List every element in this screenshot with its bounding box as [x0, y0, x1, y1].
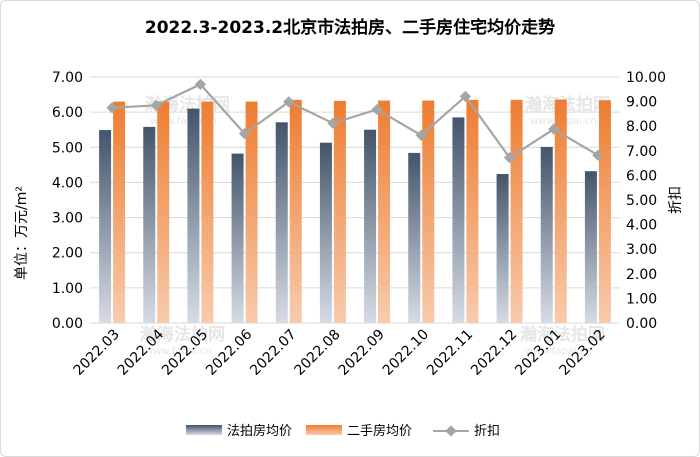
left-tick-label: 0.00 — [52, 316, 83, 332]
left-tick-label: 5.00 — [52, 140, 83, 156]
right-tick-label: 4.00 — [626, 218, 657, 234]
secondhand-price-bar — [333, 100, 346, 323]
watermark-text: 瀚海法拍网 — [524, 94, 610, 115]
left-tick-label: 4.00 — [52, 175, 83, 191]
gridlines — [90, 76, 620, 324]
watermark-text: 瀚海法拍网 — [519, 324, 605, 345]
x-tick-label: 2022.07 — [247, 327, 299, 379]
right-tick-label: 1.00 — [626, 291, 657, 307]
x-tick-label: 2022.10 — [380, 327, 432, 379]
auction-price-bar — [540, 146, 553, 323]
left-tick-label: 1.00 — [52, 281, 83, 297]
legend: 法拍房均价 二手房均价 折扣 — [186, 423, 500, 439]
discount-point — [238, 127, 251, 140]
right-tick-label: 6.00 — [626, 168, 657, 184]
legend-label: 二手房均价 — [347, 423, 412, 439]
left-tick-label: 7.00 — [52, 70, 83, 86]
bars — [99, 99, 611, 324]
auction-price-bar — [187, 108, 200, 323]
secondhand-price-bar — [113, 101, 126, 323]
legend-swatch — [186, 425, 222, 435]
secondhand-price-bar — [378, 100, 391, 323]
secondhand-price-bar — [201, 101, 214, 323]
right-tick-label: 9.00 — [626, 95, 657, 111]
legend-swatch — [306, 425, 342, 435]
discount-line-path — [112, 83, 599, 160]
secondhand-price-bar — [466, 99, 479, 323]
right-tick-label: 5.00 — [626, 193, 657, 209]
left-axis-title: 单位：万元/m² — [14, 186, 30, 280]
x-tick-label: 2022.11 — [424, 327, 476, 379]
legend-label: 折扣 — [474, 424, 500, 439]
right-axis-title: 折扣 — [668, 186, 684, 214]
x-tick-label: 2022.03 — [71, 327, 123, 379]
right-tick-label: 0.00 — [626, 316, 657, 332]
watermark-url: www.fapai.cn — [145, 346, 212, 357]
auction-price-bar — [275, 122, 288, 323]
secondhand-price-bar — [245, 101, 258, 323]
auction-price-bar — [319, 142, 332, 323]
auction-price-bar — [452, 117, 465, 324]
discount-point — [415, 129, 427, 141]
right-tick-label: 8.00 — [626, 119, 657, 135]
left-axis-ticks: 0.00 1.00 2.00 3.00 4.00 5.00 6.00 7.00 — [52, 70, 83, 332]
auction-price-bar — [99, 130, 112, 323]
right-axis-ticks: 0.00 1.00 2.00 3.00 4.00 5.00 6.00 7.00 8.00 9.00… — [626, 70, 666, 332]
watermark-url: www.fapai.cn — [150, 116, 217, 127]
watermark-url: www.fapai.cn — [525, 346, 592, 357]
auction-price-bar — [496, 173, 509, 323]
right-tick-label: 3.00 — [626, 242, 657, 258]
x-tick-label: 2022.09 — [336, 327, 388, 379]
auction-price-bar — [408, 152, 421, 323]
secondhand-price-bar — [510, 99, 523, 323]
auction-price-bar — [231, 153, 244, 323]
chart-title: 2022.3-2023.2北京市法拍房、二手房住宅均价走势 — [145, 17, 555, 38]
right-tick-label: 10.00 — [626, 70, 666, 86]
legend-marker — [445, 425, 457, 437]
auction-price-bar — [143, 126, 156, 323]
right-tick-label: 7.00 — [626, 144, 657, 160]
left-tick-label: 6.00 — [52, 105, 83, 121]
legend-label: 法拍房均价 — [227, 423, 292, 439]
watermark-text: 瀚海法拍网 — [139, 324, 225, 345]
x-tick-label: 2022.08 — [291, 327, 343, 379]
discount-point — [592, 149, 604, 161]
left-tick-label: 3.00 — [52, 211, 83, 227]
discount-point — [503, 152, 516, 164]
secondhand-price-bar — [289, 99, 302, 323]
secondhand-price-bar — [554, 99, 567, 324]
secondhand-price-bar — [157, 101, 170, 323]
auction-price-bar — [364, 129, 377, 323]
x-tick-label: 2022.12 — [468, 327, 520, 379]
right-tick-label: 2.00 — [626, 267, 657, 283]
secondhand-price-bar — [422, 100, 435, 323]
secondhand-price-bar — [598, 100, 611, 324]
auction-price-bar — [584, 171, 597, 323]
left-tick-label: 2.00 — [52, 246, 83, 262]
